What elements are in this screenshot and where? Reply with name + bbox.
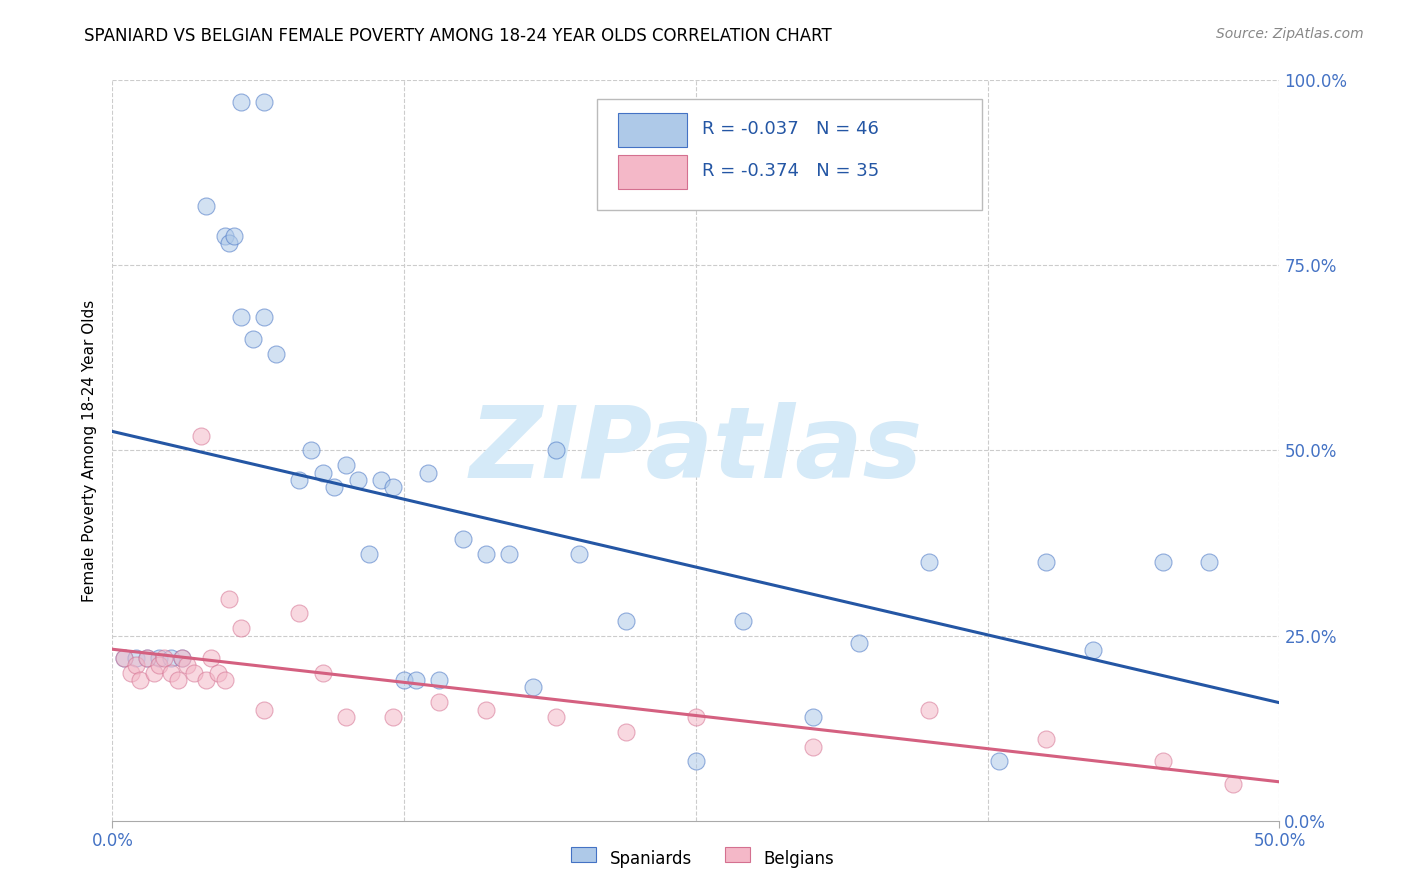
Point bbox=[522, 681, 544, 695]
Point bbox=[346, 473, 368, 487]
Point bbox=[148, 658, 170, 673]
FancyBboxPatch shape bbox=[617, 113, 686, 147]
Point bbox=[335, 710, 357, 724]
Point bbox=[568, 547, 591, 561]
Point bbox=[207, 665, 229, 680]
Point bbox=[125, 650, 148, 665]
Point bbox=[311, 665, 333, 680]
Point bbox=[614, 724, 637, 739]
Point bbox=[544, 710, 567, 724]
Point bbox=[451, 533, 474, 547]
Point bbox=[214, 673, 236, 687]
Point bbox=[112, 650, 135, 665]
FancyBboxPatch shape bbox=[596, 99, 981, 210]
Point bbox=[112, 650, 135, 665]
Point bbox=[323, 480, 346, 494]
Point bbox=[190, 428, 212, 442]
Point bbox=[136, 650, 159, 665]
Point bbox=[544, 443, 567, 458]
Point bbox=[253, 310, 276, 325]
Point bbox=[253, 703, 276, 717]
Point bbox=[229, 621, 252, 635]
Point bbox=[120, 665, 142, 680]
Point bbox=[136, 650, 159, 665]
Point bbox=[253, 95, 276, 110]
Point bbox=[1035, 555, 1057, 569]
Point bbox=[229, 95, 252, 110]
Point bbox=[264, 347, 287, 361]
Text: R = -0.374   N = 35: R = -0.374 N = 35 bbox=[702, 162, 879, 180]
Point bbox=[1035, 732, 1057, 747]
Point bbox=[288, 607, 311, 621]
Point bbox=[166, 673, 188, 687]
Point bbox=[194, 673, 217, 687]
Text: ZIPatlas: ZIPatlas bbox=[470, 402, 922, 499]
Point bbox=[1222, 776, 1244, 791]
Point bbox=[218, 236, 240, 251]
Point bbox=[129, 673, 152, 687]
Point bbox=[222, 228, 245, 243]
Point bbox=[427, 695, 450, 709]
Point bbox=[427, 673, 450, 687]
Point bbox=[148, 650, 170, 665]
Point bbox=[918, 703, 941, 717]
Point bbox=[229, 310, 252, 325]
Point bbox=[848, 636, 870, 650]
Point bbox=[416, 466, 439, 480]
Point bbox=[918, 555, 941, 569]
Point bbox=[143, 665, 166, 680]
Point bbox=[125, 658, 148, 673]
Point bbox=[498, 547, 520, 561]
Point bbox=[172, 650, 194, 665]
Point bbox=[475, 703, 498, 717]
Point bbox=[176, 658, 198, 673]
Point bbox=[685, 710, 707, 724]
Point bbox=[160, 665, 183, 680]
Point bbox=[153, 650, 176, 665]
Point bbox=[1198, 555, 1220, 569]
Point bbox=[335, 458, 357, 473]
Point bbox=[194, 199, 217, 213]
Point bbox=[381, 480, 404, 494]
Point bbox=[370, 473, 392, 487]
Point bbox=[218, 591, 240, 606]
Point bbox=[381, 710, 404, 724]
Text: Source: ZipAtlas.com: Source: ZipAtlas.com bbox=[1216, 27, 1364, 41]
Point bbox=[214, 228, 236, 243]
Point bbox=[172, 650, 194, 665]
Point bbox=[988, 755, 1011, 769]
Point bbox=[288, 473, 311, 487]
Point bbox=[475, 547, 498, 561]
Point bbox=[801, 710, 824, 724]
Point bbox=[394, 673, 416, 687]
Point bbox=[1152, 555, 1174, 569]
Point bbox=[614, 614, 637, 628]
Point bbox=[160, 650, 183, 665]
Point bbox=[731, 614, 754, 628]
Y-axis label: Female Poverty Among 18-24 Year Olds: Female Poverty Among 18-24 Year Olds bbox=[82, 300, 97, 601]
Point bbox=[242, 332, 264, 346]
Point bbox=[685, 755, 707, 769]
Text: R = -0.037   N = 46: R = -0.037 N = 46 bbox=[702, 120, 879, 138]
Point bbox=[801, 739, 824, 754]
Legend: Spaniards, Belgians: Spaniards, Belgians bbox=[565, 844, 841, 875]
Text: SPANIARD VS BELGIAN FEMALE POVERTY AMONG 18-24 YEAR OLDS CORRELATION CHART: SPANIARD VS BELGIAN FEMALE POVERTY AMONG… bbox=[84, 27, 832, 45]
Point bbox=[405, 673, 427, 687]
Point bbox=[299, 443, 322, 458]
Point bbox=[200, 650, 222, 665]
Point bbox=[1081, 643, 1104, 657]
Point bbox=[359, 547, 381, 561]
Point bbox=[311, 466, 333, 480]
Point bbox=[1152, 755, 1174, 769]
Point bbox=[183, 665, 205, 680]
FancyBboxPatch shape bbox=[617, 155, 686, 189]
